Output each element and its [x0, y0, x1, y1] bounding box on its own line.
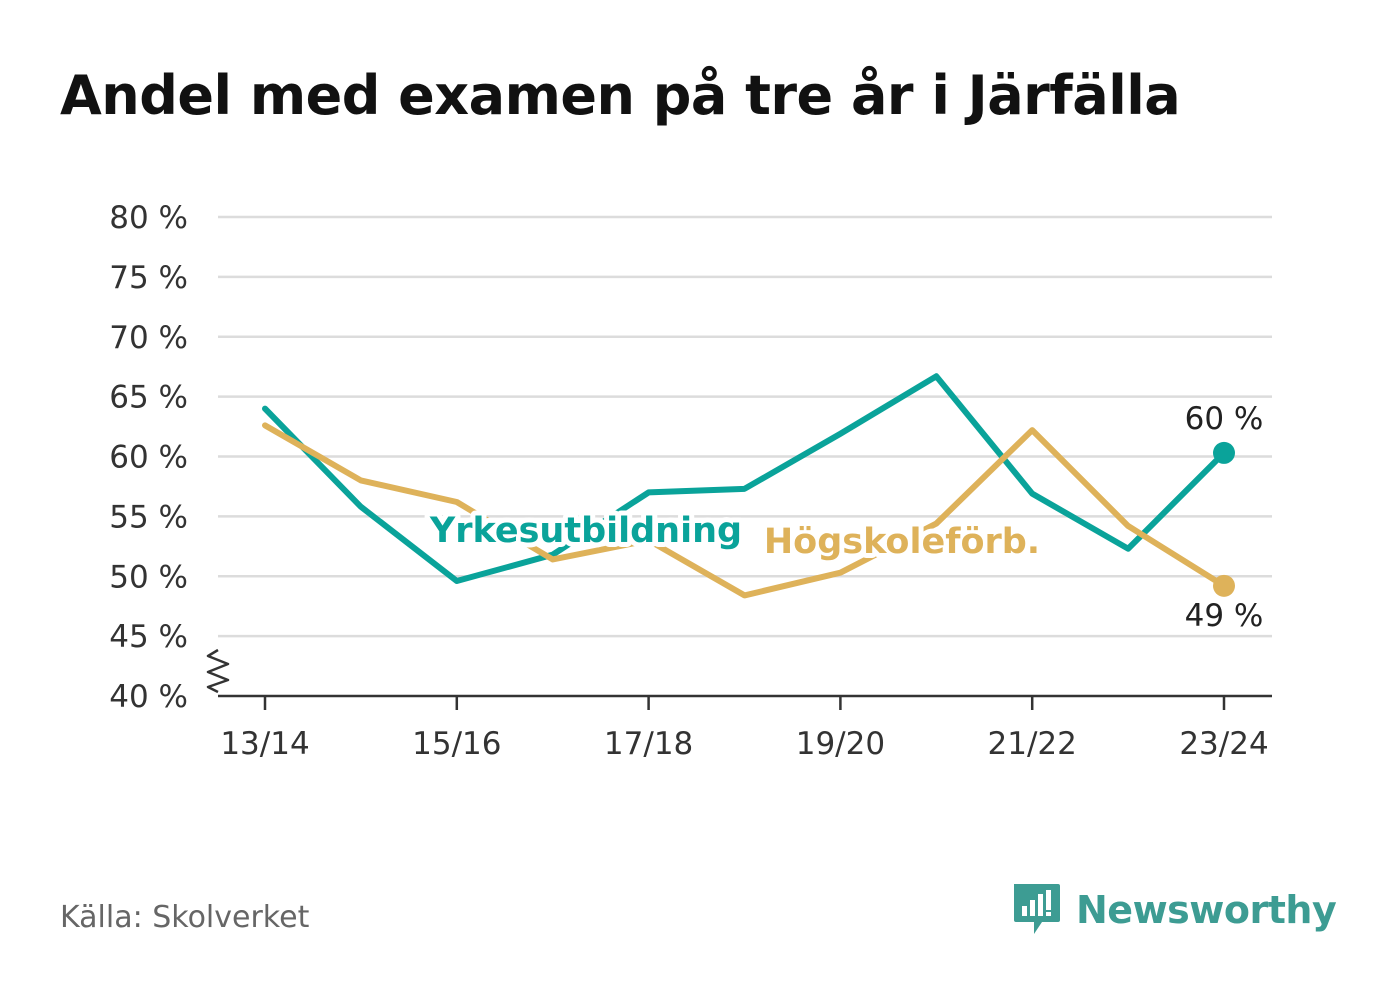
newsworthy-logo-icon — [1014, 884, 1060, 934]
brand-name: Newsworthy — [1076, 888, 1337, 932]
y-tick-label: 45 % — [109, 619, 188, 655]
series-labels: Yrkesutbildning Högskoleförb. 60 % 49 % — [424, 401, 1264, 634]
x-tick-label: 17/18 — [604, 726, 693, 762]
x-tick-label: 23/24 — [1179, 726, 1268, 762]
y-tick-label: 75 % — [109, 260, 188, 296]
end-point-marker — [1213, 441, 1235, 464]
y-tick-label: 60 % — [109, 440, 188, 476]
series-name-label: Yrkesutbildning — [429, 511, 742, 551]
y-tick-label: 40 % — [109, 679, 188, 715]
x-tick-label: 13/14 — [220, 726, 309, 762]
source-note: Källa: Skolverket — [60, 900, 310, 935]
x-axis: 13/14 15/16 17/18 19/20 21/22 23/24 — [206, 648, 1272, 762]
y-tick-label: 55 % — [109, 499, 188, 535]
gridlines — [218, 215, 1272, 638]
series-line-1 — [262, 422, 1227, 599]
y-tick-label: 70 % — [109, 320, 188, 356]
y-tick-label: 65 % — [109, 380, 188, 416]
y-tick-label: 80 % — [109, 200, 188, 236]
x-tick-label: 19/20 — [796, 726, 885, 762]
x-tick-label: 21/22 — [988, 726, 1077, 762]
end-value-label: 49 % — [1185, 598, 1264, 634]
end-point-marker — [1213, 574, 1235, 597]
series-line-0 — [262, 373, 1227, 585]
x-tick-label: 15/16 — [412, 726, 501, 762]
brand[interactable]: Newsworthy — [1010, 878, 1337, 942]
y-tick-label: 50 % — [109, 559, 188, 595]
y-axis-tick-labels: 40 % 45 % 50 % 55 % 60 % 65 % 70 % 75 % 80 % — [109, 200, 188, 715]
series-name-label: Högskoleförb. — [764, 522, 1040, 562]
axis-break-icon — [206, 648, 230, 694]
chart-title: Andel med examen på tre år i Järfälla — [60, 64, 1181, 127]
end-value-label: 60 % — [1185, 401, 1264, 437]
series-lines — [262, 373, 1235, 599]
